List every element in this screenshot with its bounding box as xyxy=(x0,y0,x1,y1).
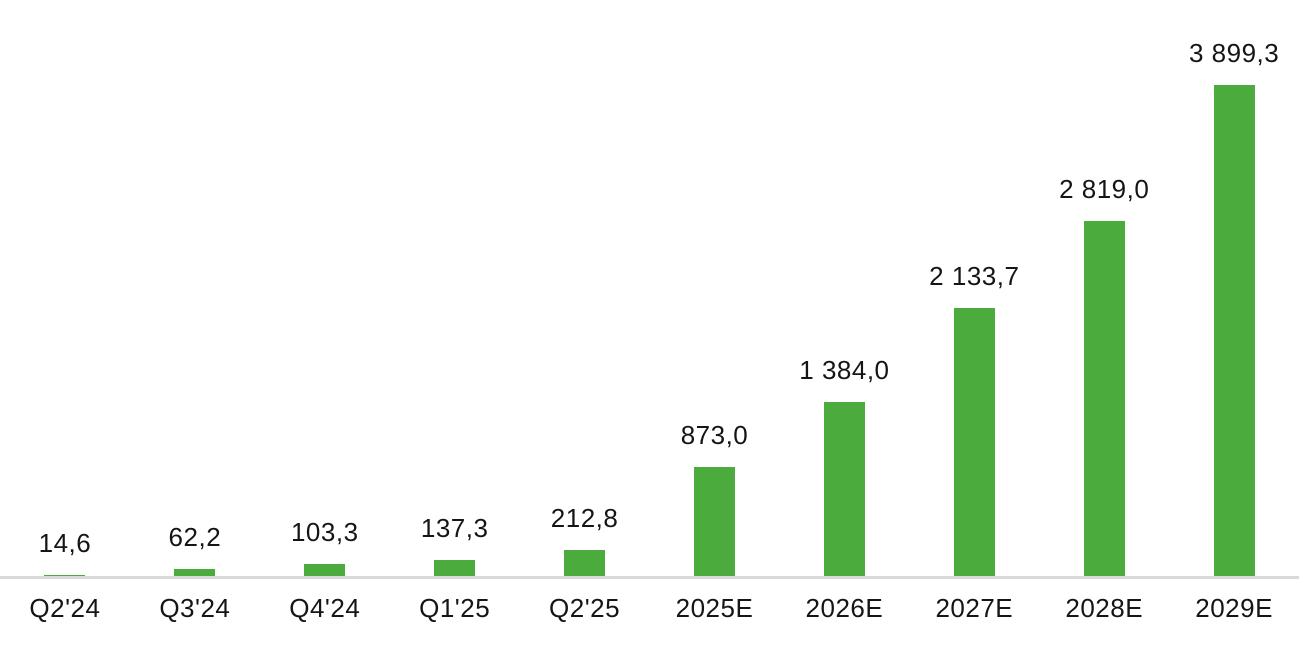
x-axis-tick-label: 2026E xyxy=(805,593,884,623)
x-axis-tick-label: Q2'25 xyxy=(549,593,621,623)
bar-value-label: 103,3 xyxy=(290,517,359,547)
bar-group: 1 384,0 xyxy=(779,355,909,577)
bar-group: 873,0 xyxy=(650,420,780,577)
bar xyxy=(1213,85,1255,577)
bar xyxy=(564,550,606,577)
x-axis-labels: Q2'24 Q3'24 Q4'24 Q1'25 Q2'25 2025E 2026E 2027E… xyxy=(0,593,1299,623)
x-axis-tick-label: Q4'24 xyxy=(289,593,361,623)
plot-area: 14,6 62,2 103,3 137,3 212,8 873,0 1 384,0 2 133… xyxy=(0,38,1299,577)
bar-value-label: 212,8 xyxy=(550,503,619,534)
x-axis-line xyxy=(0,576,1299,579)
bar-value-label: 1 384,0 xyxy=(799,355,890,386)
bar xyxy=(1083,221,1125,577)
bar-value-label: 62,2 xyxy=(168,522,222,553)
bar xyxy=(693,466,735,577)
bar xyxy=(304,564,346,577)
bar-group: 103,3 xyxy=(260,517,390,577)
bar-value-label: 2 133,7 xyxy=(929,260,1020,291)
x-axis-tick-label: Q3'24 xyxy=(159,593,231,623)
x-axis-tick-label: 2029E xyxy=(1195,593,1273,623)
x-axis-tick-label: Q2'24 xyxy=(29,593,101,623)
bar xyxy=(174,569,216,577)
x-axis-tick-label: 2025E xyxy=(675,593,754,623)
bar-value-label: 2 819,0 xyxy=(1059,174,1150,205)
x-axis-tick-label: 2027E xyxy=(935,593,1014,623)
bar-value-label: 3 899,3 xyxy=(1188,38,1280,68)
x-axis-tick-label: Q1'25 xyxy=(419,593,491,623)
bar xyxy=(434,559,476,577)
bar xyxy=(953,307,995,577)
bar-group: 2 133,7 xyxy=(909,261,1039,577)
bar-group: 14,6 xyxy=(0,528,130,577)
bar-value-label: 873,0 xyxy=(680,419,749,450)
bar-group: 62,2 xyxy=(130,522,260,577)
bar-value-label: 14,6 xyxy=(38,528,92,559)
bar xyxy=(823,402,865,577)
x-axis-tick-label: 2028E xyxy=(1065,593,1144,623)
bar-group: 137,3 xyxy=(390,513,520,577)
bar-group: 2 819,0 xyxy=(1039,174,1169,577)
bar-group: 3 899,3 xyxy=(1169,38,1299,577)
bar-group: 212,8 xyxy=(520,503,650,577)
bar-value-label: 137,3 xyxy=(420,512,489,543)
